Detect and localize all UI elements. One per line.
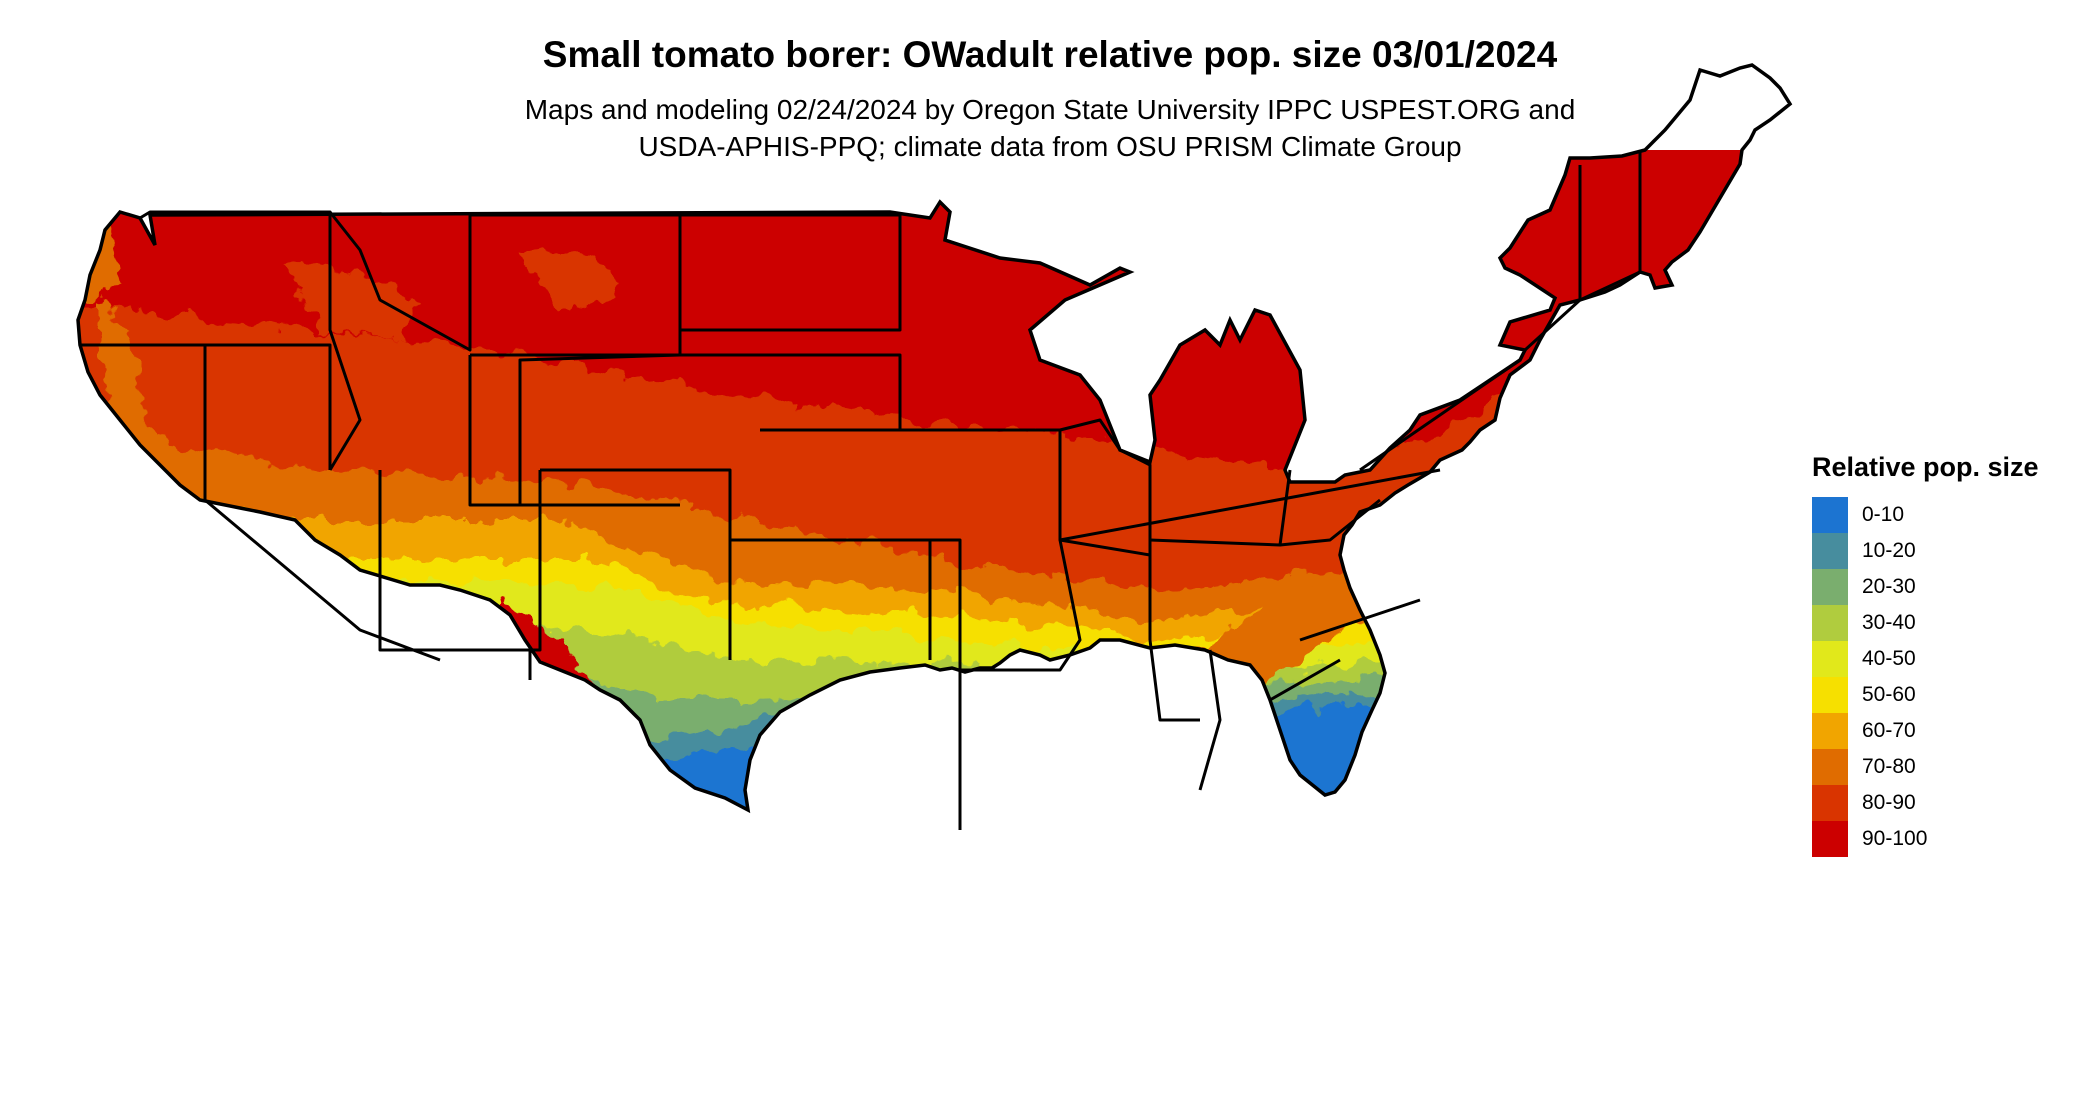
legend-swatch [1812, 533, 1848, 569]
legend-item: 10-20 [1812, 533, 2082, 569]
legend-item: 0-10 [1812, 497, 2082, 533]
legend-label: 10-20 [1862, 539, 1916, 562]
pop-class-region [520, 250, 620, 310]
legend-swatch [1812, 605, 1848, 641]
map-title: Small tomato borer: OWadult relative pop… [542, 34, 1558, 75]
state-border [1148, 639, 1200, 722]
state-border [518, 353, 681, 505]
state-border [1269, 658, 1341, 702]
state-border [380, 470, 542, 652]
legend-swatch [1812, 497, 1848, 533]
state-border [930, 538, 962, 830]
legend-rows: 0-10 10-20 20-30 30-40 40-50 50-60 60-70 70-80 8… [1812, 497, 2082, 857]
legend-swatch [1812, 821, 1848, 857]
legend-label: 0-10 [1862, 503, 1905, 526]
state-border [1059, 468, 1441, 542]
state-border [139, 210, 362, 471]
legend-item: 20-30 [1812, 569, 2082, 605]
legend-item: 50-60 [1812, 677, 2082, 713]
legend-item: 30-40 [1812, 605, 2082, 641]
legend-swatch [1812, 569, 1848, 605]
state-border [540, 468, 732, 660]
state-border [468, 355, 680, 507]
pop-class-region [78, 590, 1790, 810]
legend-swatch [1812, 641, 1848, 677]
legend-item: 60-70 [1812, 713, 2082, 749]
legend-label: 50-60 [1862, 683, 1916, 706]
state-border [1279, 498, 1381, 547]
legend: Relative pop. size 0-10 10-20 20-30 30-40 40… [1812, 452, 2082, 857]
legend-swatch [1812, 677, 1848, 713]
legend-label: 80-90 [1862, 791, 1916, 814]
state-border [1198, 649, 1222, 791]
state-border [1059, 418, 1122, 451]
legend-title: Relative pop. size [1812, 452, 2039, 482]
state-border [680, 213, 902, 332]
state-border [203, 345, 441, 662]
map-subtitle-line-2: USDA-APHIS-PPQ; climate data from OSU PR… [638, 131, 1462, 162]
legend-item: 80-90 [1812, 785, 2082, 821]
legend-label: 30-40 [1862, 611, 1916, 634]
legend-swatch [1812, 749, 1848, 785]
legend-label: 20-30 [1862, 575, 1916, 598]
legend-label: 60-70 [1862, 719, 1916, 742]
legend-item: 40-50 [1812, 641, 2082, 677]
pop-class-region [280, 260, 420, 340]
state-border [328, 211, 472, 352]
state-border [678, 330, 902, 432]
legend-item: 70-80 [1812, 749, 2082, 785]
state-border [80, 343, 332, 470]
legend-label: 90-100 [1862, 827, 1928, 850]
map-subtitle-line-1: Maps and modeling 02/24/2024 by Oregon S… [524, 94, 1576, 125]
legend-label: 40-50 [1862, 647, 1916, 670]
state-border [900, 428, 1151, 557]
legend-item: 90-100 [1812, 821, 2082, 857]
legend-swatch [1812, 713, 1848, 749]
legend-swatch [1812, 785, 1848, 821]
legend-label: 70-80 [1862, 755, 1916, 778]
state-border [1299, 598, 1421, 642]
